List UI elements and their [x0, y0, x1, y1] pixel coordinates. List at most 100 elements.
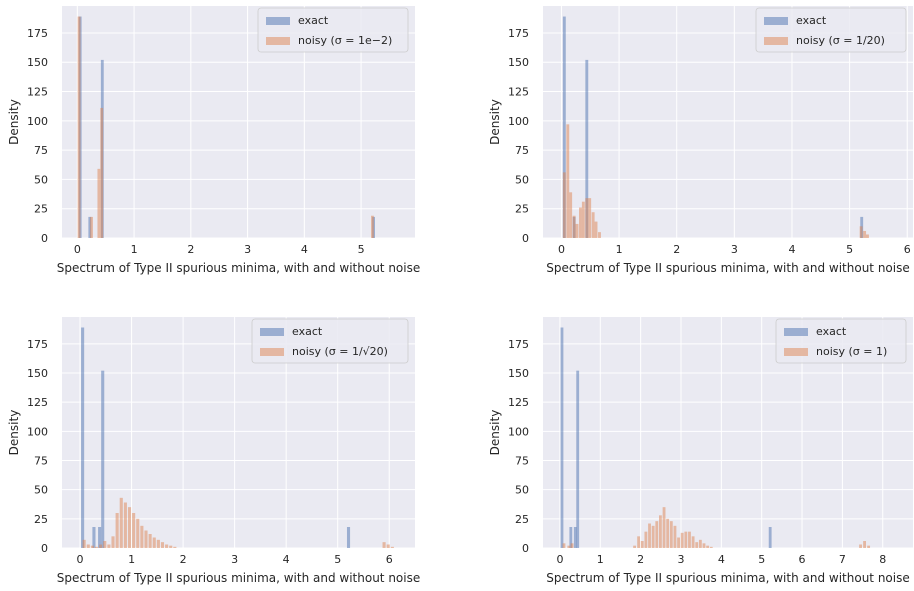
histogram-bar — [100, 107, 104, 238]
y-tick-label: 100 — [508, 425, 529, 438]
y-tick-label: 75 — [34, 144, 48, 157]
y-tick-label: 25 — [515, 513, 529, 526]
y-tick-label: 75 — [515, 455, 529, 468]
subplot-1: 0 25 50 75 100 125 150 175 0 1 2 3 4 5 Spectrum of Typ… — [7, 6, 420, 275]
y-tick-label: 125 — [508, 396, 529, 409]
histogram-bar — [866, 234, 869, 238]
x-tick-label: 2 — [180, 553, 187, 566]
histogram-bar — [669, 521, 673, 548]
histogram-bar — [640, 541, 644, 548]
histogram-bar — [569, 527, 573, 548]
histogram-bar — [659, 515, 662, 548]
legend-label: noisy (σ = 1/√20) — [292, 345, 388, 358]
y-tick-label: 175 — [27, 338, 48, 351]
x-tick-label: 8 — [879, 553, 886, 566]
y-axis-label: Density — [7, 99, 21, 145]
legend-swatch — [764, 37, 788, 45]
histogram-bar — [575, 223, 579, 238]
histogram-bar — [585, 59, 589, 239]
legend-label: noisy (σ = 1/20) — [796, 34, 885, 47]
histogram-bar — [581, 201, 585, 238]
histogram-bar — [390, 546, 394, 548]
histogram-bar — [648, 523, 651, 548]
histogram-bar — [572, 215, 576, 238]
histogram-bar — [97, 168, 101, 238]
x-tick-label: 6 — [386, 553, 393, 566]
y-tick-label: 50 — [515, 173, 529, 186]
histogram-bar — [662, 507, 666, 548]
histogram-bar — [684, 531, 688, 548]
histogram-bar — [90, 545, 94, 548]
legend-swatch — [260, 348, 284, 356]
y-tick-label: 175 — [27, 27, 48, 40]
histogram-bar — [677, 537, 680, 548]
subplot-3: 0 25 50 75 100 125 150 175 0 1 2 3 4 5 6 Spectrum of Ty… — [7, 317, 420, 585]
histogram-bar — [569, 192, 573, 238]
histogram-bar — [633, 545, 637, 548]
x-tick-label: 3 — [677, 553, 684, 566]
histogram-bar — [706, 545, 710, 548]
y-tick-label: 25 — [515, 203, 529, 216]
y-tick-label: 75 — [515, 144, 529, 157]
histogram-bar — [148, 534, 152, 548]
histogram-bar — [81, 327, 85, 548]
legend-label: exact — [298, 14, 329, 27]
x-tick-label: 4 — [283, 553, 290, 566]
legend-box — [755, 7, 907, 53]
histogram-bar — [651, 525, 655, 548]
series-exact-bars — [560, 327, 772, 548]
x-tick-label: 4 — [788, 243, 795, 256]
x-tick-label: 6 — [904, 243, 911, 256]
histogram-bar — [768, 527, 772, 548]
y-tick-label: 150 — [508, 367, 529, 380]
y-tick-label: 0 — [41, 542, 48, 555]
histogram-bar — [99, 544, 103, 548]
y-tick-label: 0 — [522, 542, 529, 555]
y-tick-label: 125 — [508, 86, 529, 99]
y-tick-label: 100 — [27, 115, 48, 128]
histogram-bar — [160, 542, 165, 548]
x-tick-label: 1 — [616, 243, 623, 256]
histogram-bar — [591, 212, 595, 238]
legend-swatch — [784, 348, 808, 356]
histogram-bar — [562, 172, 566, 238]
histogram-bar — [132, 513, 136, 548]
subplot-4: 0 25 50 75 100 125 150 175 0 1 2 3 4 5 6 7 8 Spectrum of … — [488, 317, 913, 585]
x-tick-label: 3 — [244, 243, 251, 256]
histogram-bar — [140, 525, 144, 548]
x-tick-label: 0 — [74, 243, 81, 256]
histogram-bar — [346, 527, 351, 548]
histogram-bar — [88, 216, 92, 238]
y-tick-label: 50 — [34, 484, 48, 497]
histogram-bar — [92, 527, 96, 548]
x-tick-label: 6 — [799, 553, 806, 566]
histogram-bar — [127, 507, 132, 548]
y-axis-label: Density — [488, 410, 502, 456]
legend-swatch — [260, 328, 284, 336]
histogram-bar — [637, 536, 641, 548]
histogram-bar — [94, 546, 99, 548]
histogram-bar — [863, 230, 867, 238]
histogram-bar — [680, 532, 684, 548]
subplot-2: 0 25 50 75 100 125 150 175 0 1 2 3 4 5 6 Spectrum of Ty… — [488, 6, 913, 275]
series-noisysigma-bars — [562, 507, 871, 548]
legend-box — [251, 318, 409, 364]
histogram-bar — [165, 544, 169, 548]
histogram-bar — [576, 370, 580, 548]
series-noisysigmasq-bars — [82, 497, 394, 548]
x-tick-label: 4 — [718, 553, 725, 566]
histogram-bar — [695, 542, 699, 548]
histogram-bar — [867, 545, 871, 548]
histogram-bar — [566, 124, 570, 238]
x-tick-label: 0 — [77, 553, 84, 566]
histogram-bar — [655, 521, 659, 548]
x-tick-label: 1 — [128, 553, 135, 566]
histogram-bar — [136, 518, 140, 548]
histogram-bar — [644, 531, 648, 548]
histogram-bar — [156, 539, 160, 548]
x-tick-label: 1 — [597, 553, 604, 566]
y-axis-label: Density — [7, 410, 21, 456]
histogram-bar — [702, 543, 706, 548]
x-tick-label: 3 — [231, 553, 238, 566]
